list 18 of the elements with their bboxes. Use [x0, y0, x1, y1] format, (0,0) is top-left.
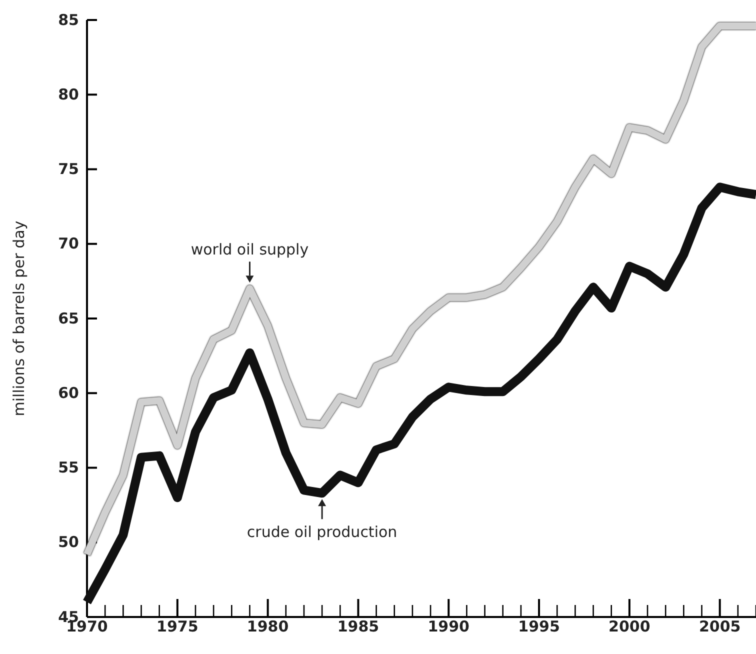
y-tick-label: 85 — [58, 10, 79, 29]
y-tick-label: 75 — [58, 160, 79, 178]
x-tick-label: 1995 — [518, 618, 560, 636]
x-tick-label: 2005 — [698, 618, 741, 636]
annotation: world oil supply — [190, 240, 309, 259]
x-tick-label: 1975 — [156, 618, 198, 636]
x-tick-label: 1985 — [337, 618, 380, 636]
y-tick-label: 50 — [58, 533, 79, 552]
x-tick-label: 1990 — [428, 618, 470, 636]
x-tick-label: 1980 — [246, 618, 289, 636]
x-tick-label: 2000 — [608, 618, 650, 636]
y-tick-label: 60 — [58, 384, 79, 402]
annotation: crude oil production — [246, 523, 398, 542]
y-axis-title: millions of barrels per day — [10, 220, 28, 416]
y-tick-label: 55 — [58, 458, 79, 477]
y-tick-label: 70 — [58, 234, 79, 253]
y-tick-label: 80 — [58, 85, 79, 104]
y-tick-label: 65 — [58, 309, 79, 328]
